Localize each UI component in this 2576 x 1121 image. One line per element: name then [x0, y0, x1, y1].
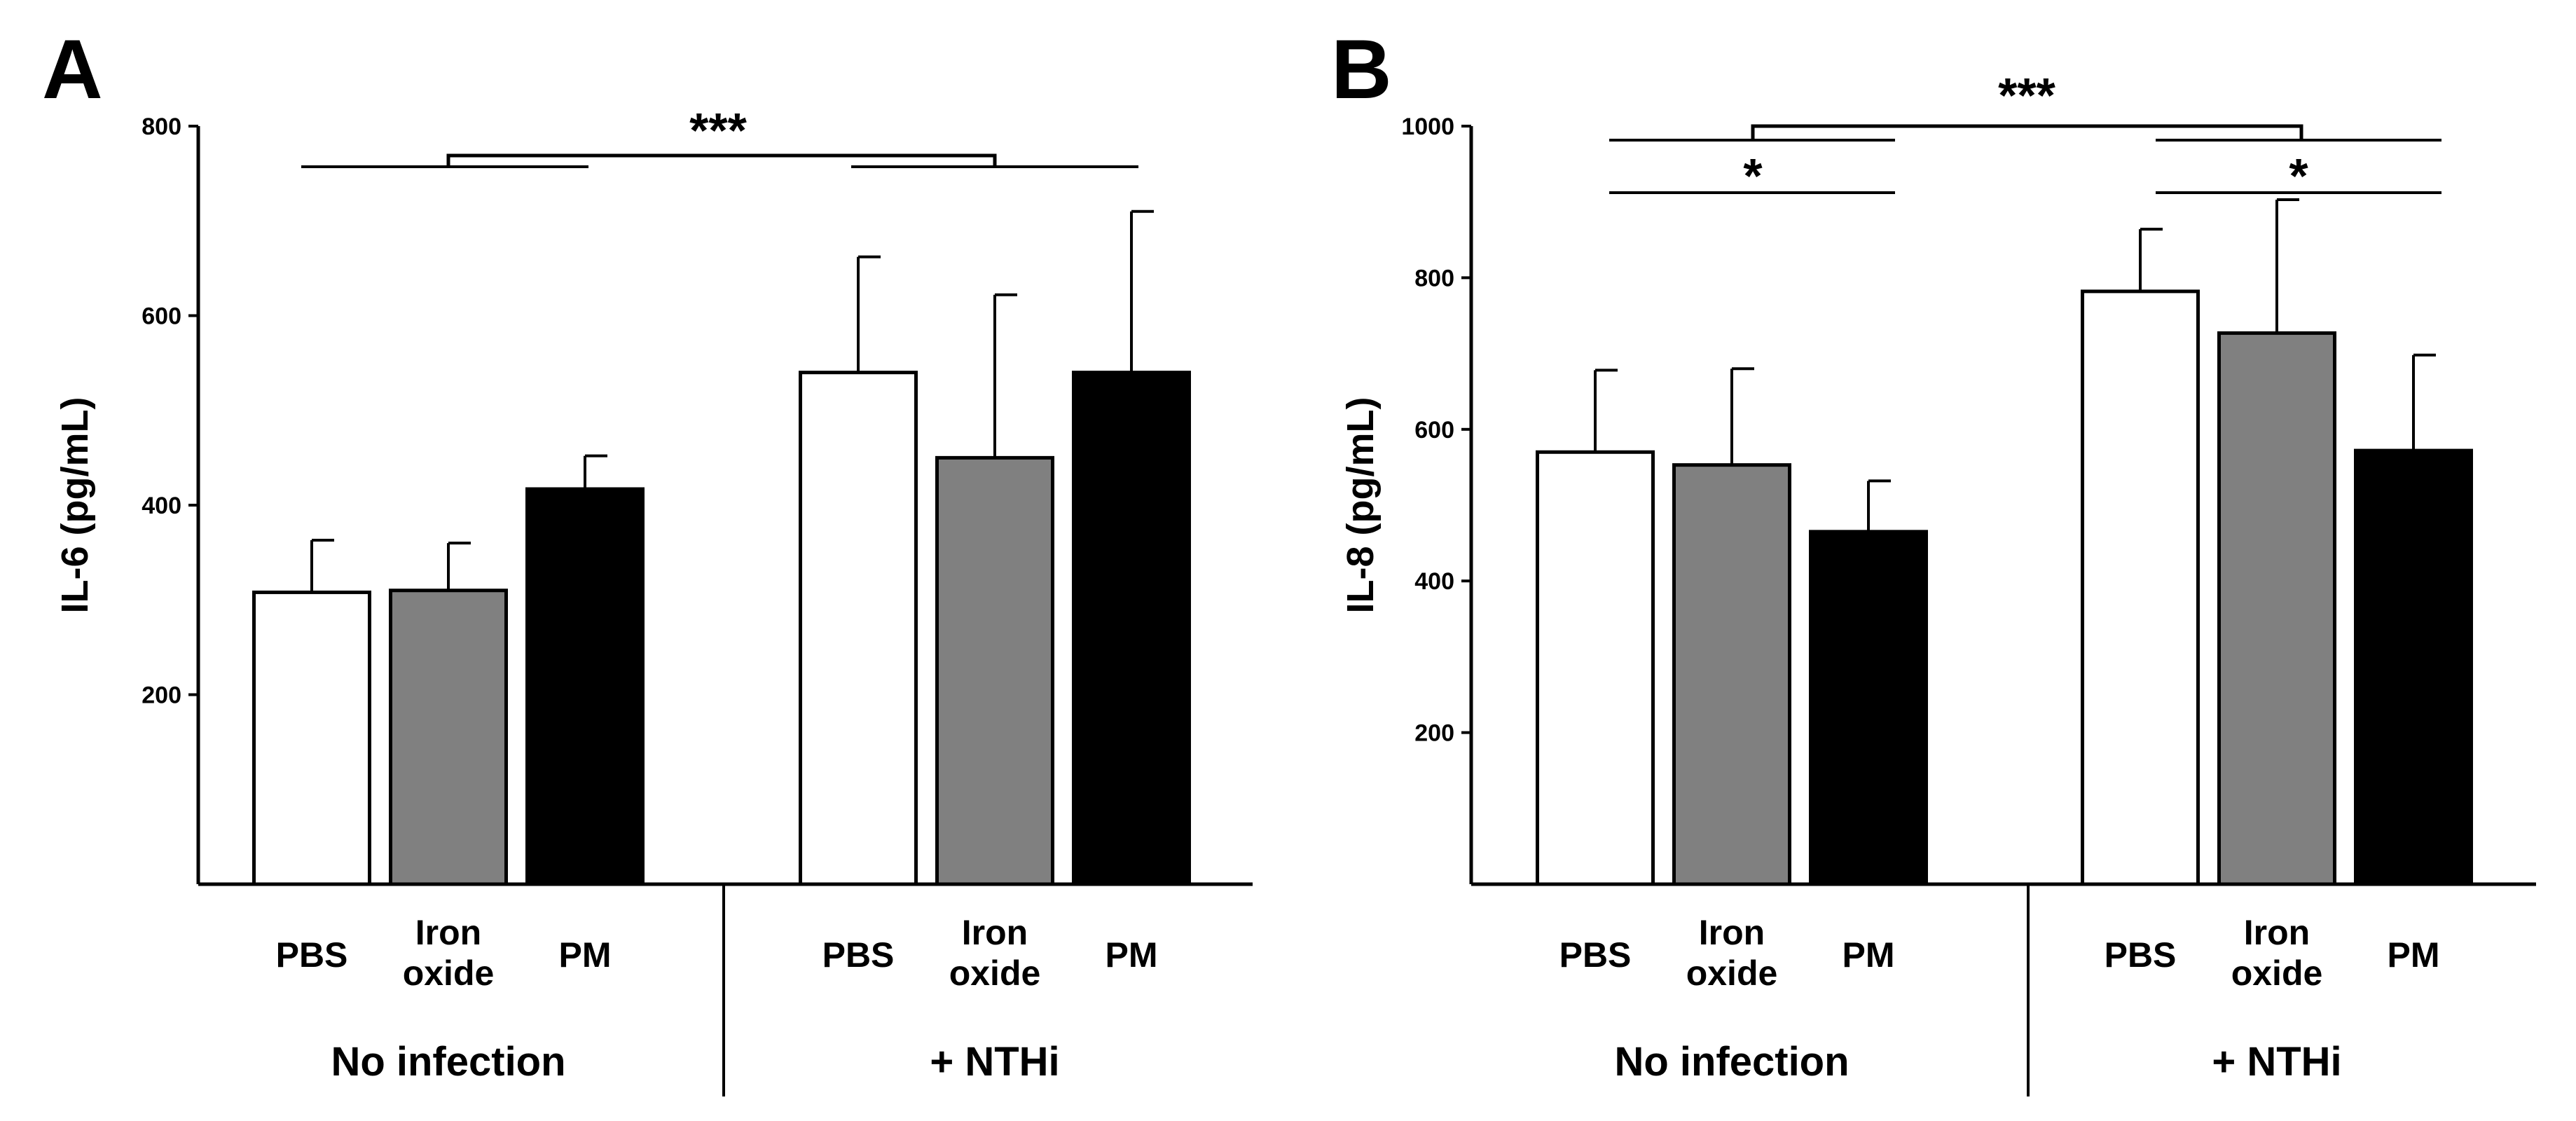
- group-label: No infection: [1614, 1039, 1849, 1085]
- y-tick-label: 600: [142, 303, 181, 330]
- bar-nthi-2: [1072, 371, 1191, 886]
- x-category-label: Iron oxide: [403, 913, 495, 993]
- y-axis-label: IL-6 (pg/mL): [54, 397, 96, 614]
- bar-noinfection-1: [389, 589, 508, 886]
- y-tick-label: 800: [142, 114, 181, 140]
- bar-nthi-0: [799, 371, 918, 886]
- bar-nthi-0: [2081, 289, 2200, 886]
- significance-label: *: [2289, 149, 2308, 203]
- group-label: No infection: [331, 1039, 565, 1085]
- panel-b: B IL-8 (pg/mL) 200 400 600 800 1000 PBS Iron oxid…: [1331, 22, 2536, 1096]
- panel-letter: A: [42, 22, 103, 116]
- x-category-label: PM: [1843, 935, 1895, 975]
- x-category-label: PM: [1106, 935, 1158, 975]
- panel-letter: B: [1331, 22, 1392, 116]
- y-tick-label: 800: [1414, 265, 1454, 291]
- x-category-label: PM: [2388, 935, 2440, 975]
- bar-nthi-1: [2217, 331, 2336, 886]
- x-category-label: PM: [559, 935, 612, 975]
- x-category-label: Iron oxide: [2231, 913, 2323, 993]
- y-tick-label: 200: [142, 682, 181, 709]
- significance-label: *: [1743, 149, 1763, 203]
- significance-bracket: [1751, 124, 2303, 140]
- significance-label: ***: [1998, 68, 2055, 123]
- significance-label: ***: [689, 103, 747, 158]
- bar-noinfection-0: [1536, 450, 1655, 886]
- bar-nthi-1: [935, 455, 1054, 886]
- x-category-label: PBS: [822, 935, 895, 975]
- group-label: + NTHi: [930, 1039, 1059, 1085]
- x-category-label: Iron oxide: [1686, 913, 1778, 993]
- bar-noinfection-2: [1809, 530, 1928, 886]
- y-tick-label: 200: [1414, 720, 1454, 747]
- group-label: + NTHi: [2212, 1039, 2341, 1085]
- x-category-label: PBS: [2105, 935, 2177, 975]
- y-tick-label: 400: [142, 493, 181, 519]
- x-category-label: Iron oxide: [949, 913, 1041, 993]
- x-category-label: PBS: [1559, 935, 1632, 975]
- bar-noinfection-1: [1672, 463, 1791, 886]
- y-tick-label: 400: [1414, 568, 1454, 595]
- bar-noinfection-2: [525, 487, 645, 886]
- y-tick-label: 1000: [1401, 114, 1454, 140]
- bar-nthi-2: [2354, 448, 2473, 886]
- bar-noinfection-0: [252, 590, 371, 886]
- y-tick-label: 600: [1414, 417, 1454, 443]
- significance-bracket: [446, 153, 997, 167]
- panel-a: A IL-6 (pg/mL) 200 400 600 800 PBS Iron oxide PM P…: [42, 22, 1253, 1096]
- y-axis-label: IL-8 (pg/mL): [1339, 397, 1382, 614]
- x-category-label: PBS: [276, 935, 348, 975]
